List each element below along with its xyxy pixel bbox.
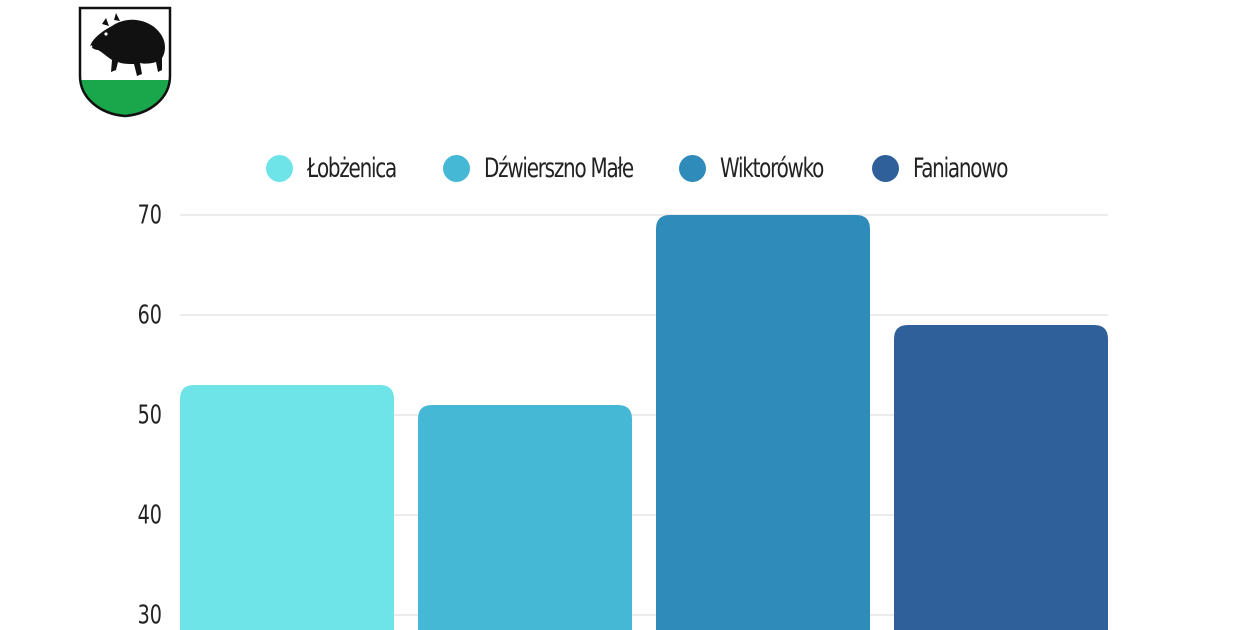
bar-wiktorówko	[656, 215, 870, 630]
coat-of-arms-logo	[78, 6, 172, 118]
legend-item-fanianowo: Fanianowo	[872, 150, 1028, 186]
legend-label: Łobżenica	[307, 152, 397, 184]
legend-swatch	[872, 154, 899, 182]
legend-swatch	[266, 154, 293, 182]
y-tick-label: 50	[138, 400, 162, 431]
bar-łobżenica	[180, 385, 394, 630]
chart-legend: Łobżenica Dźwierszno Małe Wiktorówko Fan…	[0, 150, 1250, 186]
y-tick-label: 40	[138, 500, 162, 531]
legend-label: Wiktorówko	[720, 152, 824, 184]
y-tick-label: 70	[138, 200, 162, 231]
legend-item-wiktorowko: Wiktorówko	[679, 150, 846, 186]
legend-swatch	[679, 154, 706, 182]
legend-item-dzwierszno-male: Dźwierszno Małe	[443, 150, 666, 186]
bars	[180, 215, 1108, 630]
y-tick-label: 30	[138, 600, 162, 630]
legend-label: Dźwierszno Małe	[484, 152, 634, 184]
boar-crest-icon	[78, 6, 172, 118]
legend-label: Fanianowo	[913, 152, 1008, 184]
legend-item-lobzenica: Łobżenica	[266, 150, 416, 186]
y-axis-ticks: 30 40 50 60 70	[138, 200, 162, 630]
y-tick-label: 60	[138, 300, 162, 331]
legend-swatch	[443, 154, 470, 182]
bar-dźwierszno-małe	[418, 405, 632, 630]
bar-fanianowo	[894, 325, 1108, 630]
